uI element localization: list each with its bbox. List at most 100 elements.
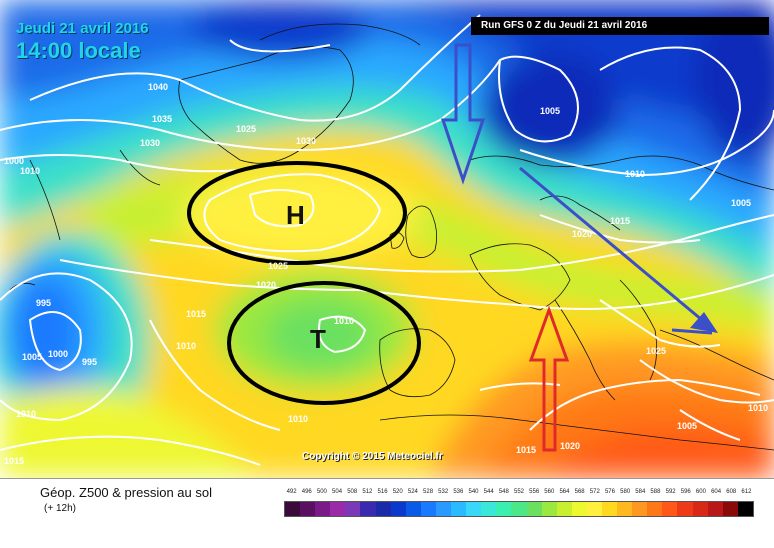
scale-swatch [692, 502, 708, 516]
scale-label: 520 [392, 489, 403, 495]
scale-label: 604 [711, 489, 722, 495]
scale-label: 552 [513, 489, 525, 495]
scale-label: 496 [301, 489, 312, 495]
red-arrow-north [528, 305, 570, 452]
scale-label: 492 [286, 489, 297, 495]
isobar-label: 1025 [268, 261, 288, 271]
scale-label: 568 [574, 489, 585, 495]
scale-swatch [662, 502, 678, 516]
isobar-label: 1010 [20, 166, 40, 176]
scale-label: 532 [438, 489, 449, 495]
scale-label: 612 [741, 489, 752, 495]
scale-swatch [571, 502, 587, 516]
scale-label: 508 [347, 489, 358, 495]
isobar-label: 1020 [256, 280, 276, 290]
isobar-label: 1025 [646, 346, 666, 356]
isobar-label: 1020 [560, 441, 580, 451]
isobar-label: 1020 [572, 229, 592, 239]
scale-label: 576 [604, 489, 615, 495]
scale-label: 516 [377, 489, 388, 495]
isobar-label: 1030 [140, 138, 160, 148]
scale-swatch [586, 502, 602, 516]
scale-swatch [345, 502, 361, 516]
scale-swatch [405, 502, 421, 516]
scale-swatch [707, 502, 723, 516]
isobar-label: 1005 [677, 421, 697, 431]
scale-swatch [390, 502, 406, 516]
z500-field [0, 0, 774, 478]
isobar-label: 1005 [731, 198, 751, 208]
scale-swatch [481, 502, 497, 516]
isobar-label: 1015 [610, 216, 630, 226]
isobar-label: 1010 [16, 409, 36, 419]
isobar-label: 995 [82, 357, 97, 367]
scale-swatch [722, 502, 738, 516]
scale-label: 512 [362, 489, 373, 495]
scale-swatch [466, 502, 482, 516]
scale-swatch [647, 502, 663, 516]
scale-label: 528 [423, 489, 434, 495]
scale-label: 564 [559, 489, 570, 495]
scale-swatch [315, 502, 331, 516]
scale-swatch [556, 502, 572, 516]
isobar-label: 1005 [540, 106, 560, 116]
scale-label: 592 [665, 489, 676, 495]
scale-label: 556 [529, 489, 540, 495]
scale-label: 540 [468, 489, 479, 495]
isobar-label: 1030 [296, 136, 316, 146]
isobar-label: 1040 [148, 82, 168, 92]
forecast-time: 14:00 locale [16, 38, 141, 63]
scale-swatch [496, 502, 512, 516]
isobar-label: 1025 [236, 124, 256, 134]
isobar-label: 1010 [288, 414, 308, 424]
legend-subtitle: (+ 12h) [44, 503, 76, 514]
scale-label: 536 [453, 489, 464, 495]
scale-swatch [541, 502, 557, 516]
isobar-label: 1010 [176, 341, 196, 351]
isobar-label: 1000 [48, 349, 68, 359]
coastlines [9, 23, 774, 451]
isobar-label: 1015 [516, 445, 536, 455]
copyright-text: Copyright © 2015 Meteociel.fr [302, 451, 443, 462]
scale-label: 596 [680, 489, 691, 495]
scale-swatch [737, 502, 753, 516]
scale-label: 548 [498, 489, 509, 495]
scale-label: 580 [620, 489, 631, 495]
low-pressure-circle [227, 281, 421, 405]
isobar-label: 1015 [186, 309, 206, 319]
scale-label: 584 [635, 489, 646, 495]
isobar-label: 995 [36, 298, 51, 308]
scale-label: 524 [407, 489, 418, 495]
blue-arrow-north [440, 43, 486, 185]
blue-arrow-southeast [519, 166, 718, 335]
isobar-label: 1035 [152, 114, 172, 124]
isobar-label: 1010 [748, 403, 768, 413]
high-pressure-circle [187, 161, 407, 265]
isobar-label: 1000 [4, 156, 24, 166]
isobar-labels: 1040 1035 1030 1025 1030 1005 1010 1000 … [4, 82, 768, 466]
isobar-label: 1015 [4, 456, 24, 466]
scale-swatch [285, 502, 301, 516]
scale-label: 572 [589, 489, 600, 495]
isobar-label: 1010 [625, 169, 645, 179]
isobar-label: 1005 [22, 352, 42, 362]
scale-label: 544 [483, 489, 494, 495]
legend-title: Géop. Z500 & pression au sol [40, 485, 212, 500]
isobar-label: 1010 [334, 316, 354, 326]
scale-swatch [420, 502, 436, 516]
scale-bar [284, 501, 754, 517]
color-scale: 492 496 500 504 508 512 516 520 524 528 532 536 540 5… [284, 489, 754, 517]
legend-footer: Géop. Z500 & pression au sol (+ 12h) 492… [0, 478, 774, 548]
scale-label: 608 [726, 489, 737, 495]
scale-swatch [617, 502, 633, 516]
scale-label: 600 [695, 489, 706, 495]
scale-swatch [511, 502, 527, 516]
low-pressure-letter: T [310, 324, 326, 354]
scale-label: 504 [332, 489, 343, 495]
scale-swatch [360, 502, 376, 516]
forecast-date: Jeudi 21 avril 2016 [16, 20, 149, 37]
scale-label: 588 [650, 489, 661, 495]
high-pressure-letter: H [286, 200, 305, 230]
scale-labels: 492 496 500 504 508 512 516 520 524 528 532 536 540 5… [284, 489, 754, 499]
scale-swatch [300, 502, 316, 516]
